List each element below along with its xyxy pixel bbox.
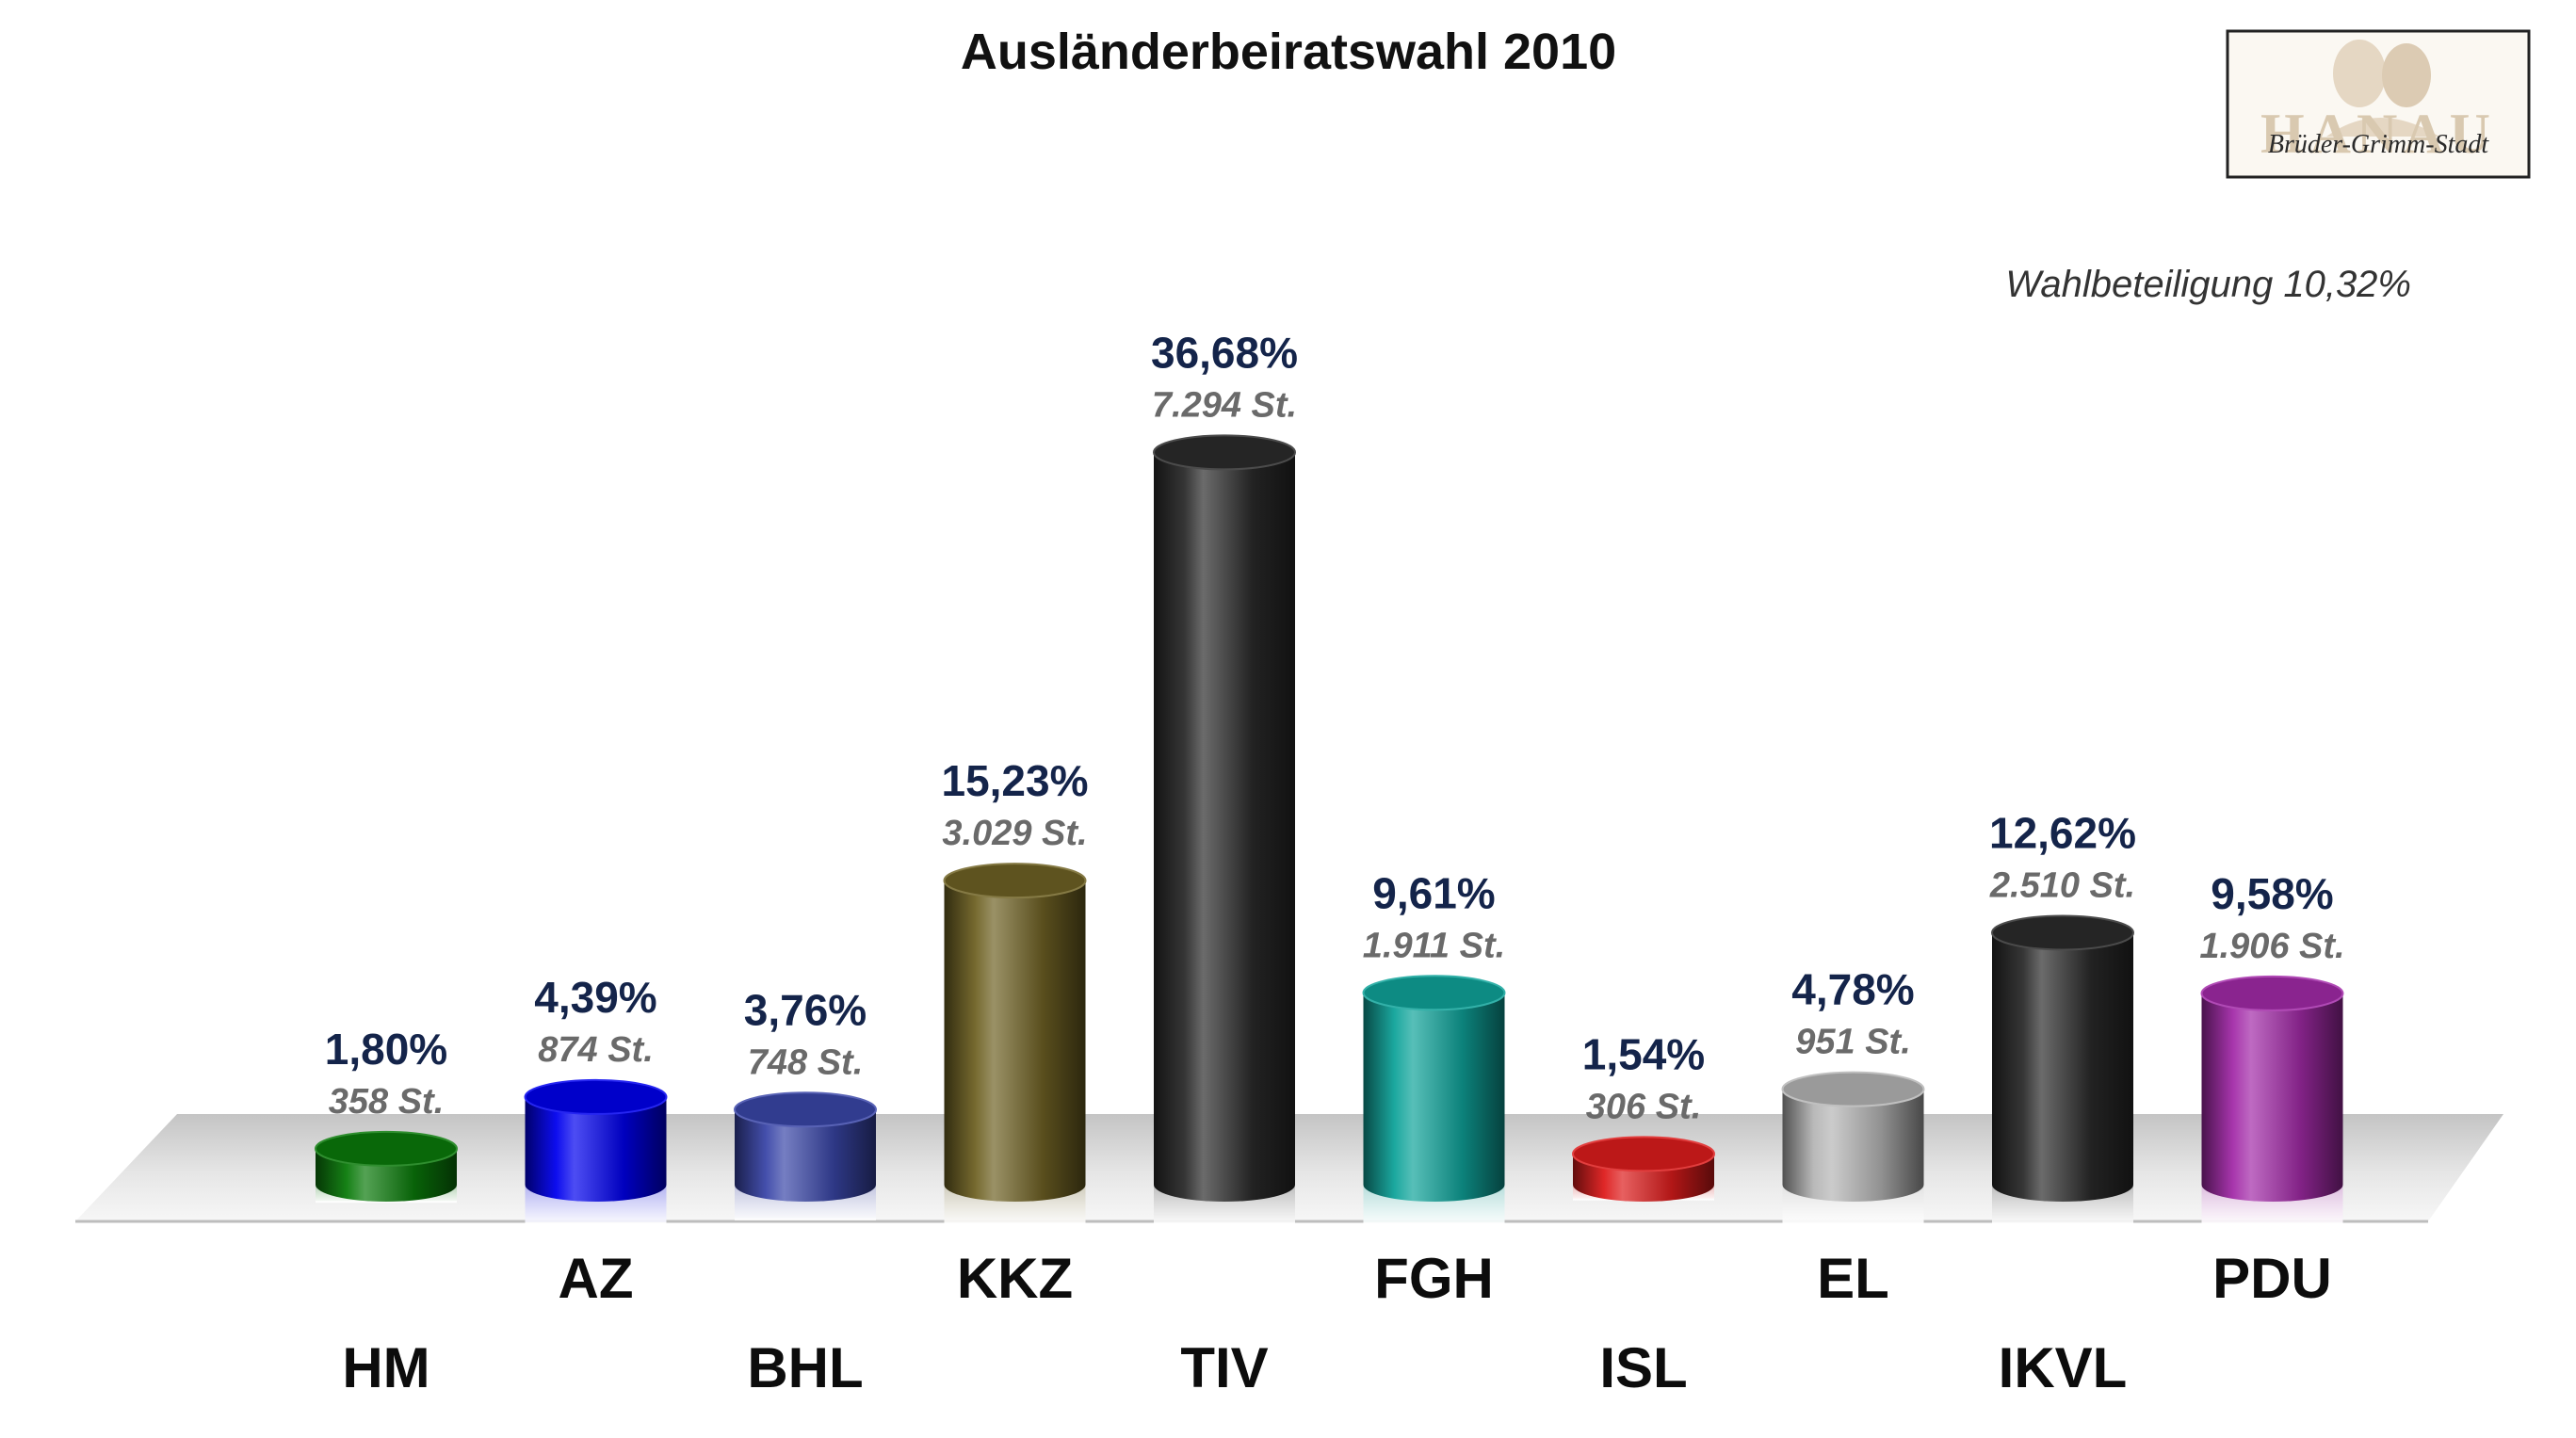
- bar-top-ikvl: [1991, 914, 2134, 951]
- logo-caption: Brüder-Grimm-Stadt: [2268, 130, 2490, 159]
- category-label-kkz: KKZ: [957, 1247, 1073, 1310]
- percent-label-el: 4,78%: [1791, 965, 1914, 1014]
- category-label-bhl: BHL: [747, 1336, 863, 1399]
- percent-label-fgh: 9,61%: [1372, 868, 1495, 917]
- bar-el: [1781, 1071, 1925, 1224]
- votes-label-fgh: 1.911 St.: [1363, 926, 1505, 965]
- bar-fgh: [1362, 975, 1506, 1224]
- bar-body-el: [1782, 1089, 1924, 1203]
- percent-label-ikvl: 12,62%: [1989, 808, 2136, 857]
- bar-tiv: [1153, 434, 1296, 1224]
- bar-top-fgh: [1362, 975, 1506, 1011]
- hanau-logo: HANAU Brüder-Grimm-Stadt: [2226, 29, 2531, 179]
- votes-label-hm: 358 St.: [329, 1082, 445, 1122]
- chart-title: Ausländerbeiratswahl 2010: [961, 24, 1616, 80]
- votes-label-pdu: 1.906 St.: [2199, 927, 2344, 966]
- category-label-tiv: TIV: [1180, 1336, 1268, 1399]
- votes-label-az: 874 St.: [538, 1030, 654, 1070]
- bar-body-pdu: [2201, 993, 2343, 1203]
- logo-wordmark: HANAU: [2260, 103, 2496, 165]
- bar-bhl: [734, 1091, 877, 1220]
- bar-top-hm: [315, 1130, 458, 1167]
- votes-label-kkz: 3.029 St.: [942, 814, 1087, 853]
- bar-hm: [315, 1130, 458, 1204]
- bar-pdu: [2200, 975, 2344, 1224]
- bar-kkz: [943, 863, 1087, 1224]
- bar-top-az: [524, 1078, 668, 1115]
- percent-label-tiv: 36,68%: [1151, 328, 1298, 377]
- bar-top-isl: [1572, 1136, 1715, 1172]
- percent-label-isl: 1,54%: [1582, 1029, 1705, 1078]
- percent-label-pdu: 9,58%: [2211, 869, 2333, 918]
- bar-top-kkz: [943, 863, 1087, 899]
- bar-top-pdu: [2200, 975, 2344, 1011]
- bar-top-el: [1781, 1071, 1925, 1107]
- bar-isl: [1572, 1136, 1715, 1202]
- category-label-ikvl: IKVL: [1999, 1336, 2128, 1399]
- percent-label-bhl: 3,76%: [744, 985, 867, 1034]
- category-label-el: EL: [1817, 1247, 1889, 1310]
- votes-label-ikvl: 2.510 St.: [1989, 865, 2135, 905]
- percent-label-hm: 1,80%: [325, 1025, 447, 1074]
- bar-az: [524, 1078, 668, 1224]
- bar-ikvl: [1991, 914, 2134, 1224]
- votes-label-bhl: 748 St.: [748, 1042, 864, 1082]
- category-label-fgh: FGH: [1374, 1247, 1494, 1310]
- category-label-hm: HM: [342, 1336, 429, 1399]
- bar-body-az: [525, 1096, 667, 1203]
- bar-layer: [315, 434, 2344, 1224]
- votes-label-el: 951 St.: [1795, 1023, 1911, 1062]
- bar-body-bhl: [735, 1109, 876, 1202]
- percent-label-az: 4,39%: [534, 973, 656, 1022]
- percent-label-kkz: 15,23%: [941, 756, 1088, 805]
- bar-body-ikvl: [1992, 932, 2133, 1202]
- bar-body-fgh: [1363, 993, 1505, 1203]
- category-label-pdu: PDU: [2212, 1247, 2332, 1310]
- label-layer: 1,80% 358 St. HM 4,39% 874 St. AZ 3,76% 748 St.…: [325, 328, 2345, 1399]
- turnout-label: Wahlbeteiligung 10,32%: [2005, 264, 2411, 305]
- bar-top-tiv: [1153, 434, 1296, 471]
- bar-top-bhl: [734, 1091, 877, 1128]
- category-label-isl: ISL: [1599, 1336, 1687, 1399]
- category-label-az: AZ: [559, 1247, 634, 1310]
- votes-label-tiv: 7.294 St.: [1152, 385, 1297, 425]
- votes-label-isl: 306 St.: [1586, 1087, 1702, 1126]
- bar-body-tiv: [1154, 452, 1295, 1202]
- bar-body-kkz: [944, 881, 1086, 1203]
